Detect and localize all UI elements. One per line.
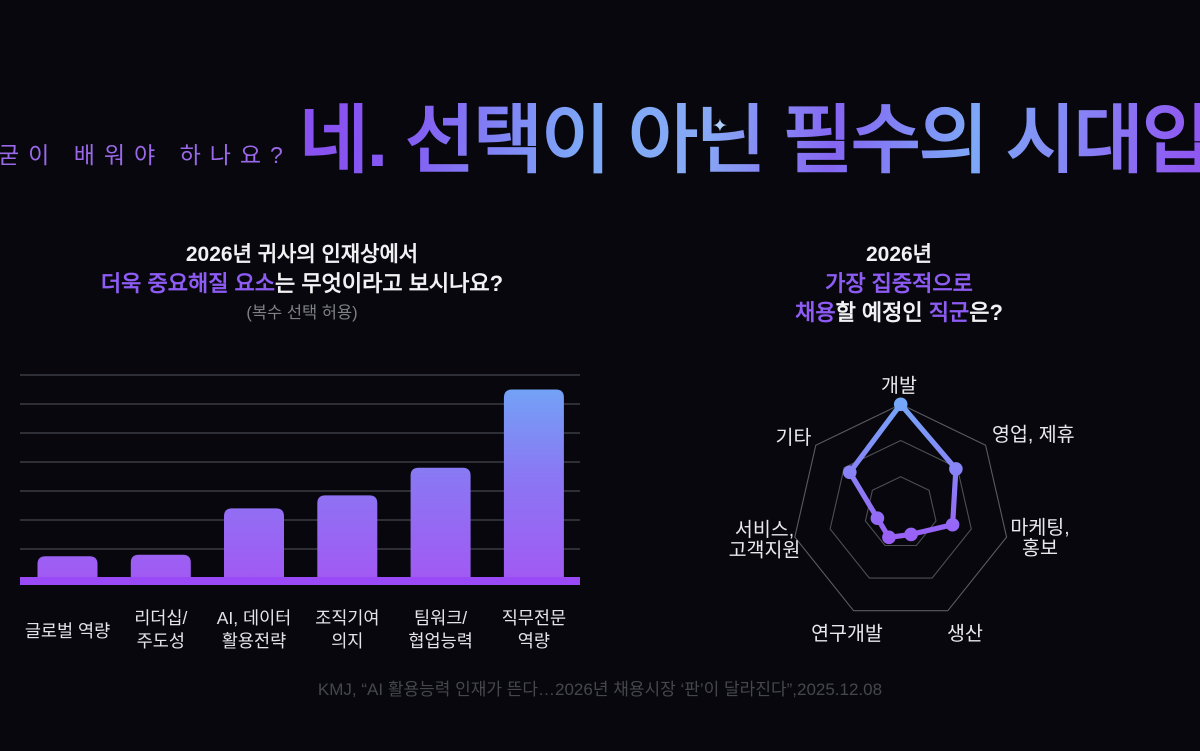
radar-title-line2: 가장 집중적으로 <box>825 271 973 296</box>
bar <box>130 554 191 578</box>
radar-point <box>870 511 885 526</box>
bar-label: 직무전문 <box>502 608 566 628</box>
bar-label: 조직기여 <box>315 608 379 628</box>
radar-axis-label: 서비스, <box>735 519 794 541</box>
bar-label: 의지 <box>331 631 363 651</box>
radar-axis-label: 영업, 제휴 <box>992 424 1075 446</box>
bar-title-line1: 2026년 귀사의 인재상에서 <box>185 243 419 266</box>
bar-label: 역량 <box>518 631 550 651</box>
radar-point <box>842 465 857 480</box>
bar-label: 글로벌 역량 <box>25 621 110 641</box>
bar <box>224 508 284 578</box>
radar-polygon <box>847 401 959 540</box>
radar-title-mid: 할 예정인 <box>835 300 929 325</box>
bar-label: 팀워크/ <box>414 608 467 628</box>
radar-axis-label: 마케팅, <box>1010 517 1069 539</box>
radar-axis-label: 기타 <box>776 427 812 449</box>
radar-point <box>882 530 896 545</box>
radar-axis-label: 연구개발 <box>811 623 883 645</box>
radar-point <box>904 527 918 542</box>
bar-title-accent: 더욱 중요해질 요소 <box>100 271 276 296</box>
radar-axis-label: 고객지원 <box>729 540 801 562</box>
radar-point <box>945 517 960 532</box>
radar-ring <box>864 476 937 547</box>
radar-section-title: 2026년 가장 집중적으로 채용할 예정인 직군은? <box>739 241 1059 327</box>
radar-axis-label: 홍보 <box>1022 538 1058 560</box>
bar <box>503 389 564 578</box>
bar-label: 주도성 <box>137 631 185 651</box>
bar-label: 리더십/ <box>134 608 187 628</box>
sparkle-icon: ✦ <box>712 116 728 137</box>
kicker-text: 굳이 배워야 하나요? <box>0 142 292 168</box>
radar-point <box>949 462 963 476</box>
bar <box>410 467 471 578</box>
radar-title-accent-2: 직군 <box>928 300 970 325</box>
bar-label: 협업능력 <box>408 631 472 651</box>
radar-title-end: 은? <box>969 300 1003 325</box>
baseline <box>20 577 580 585</box>
main-headline: 네. 선택이 아닌 필수의 시대입니다! <box>299 103 1200 179</box>
radar-axis-label: 생산 <box>947 623 983 645</box>
radar-title-line1: 2026년 <box>865 243 933 266</box>
radar-ring <box>794 403 1008 612</box>
radar-point <box>893 397 908 412</box>
bar-label: AI, 데이터 <box>217 608 292 628</box>
bar-title-line2: 더욱 중요해질 요소는 무엇이라고 보시나요? <box>22 269 582 298</box>
bar-subtitle: (복수 선택 허용) <box>246 304 358 322</box>
radar-title-accent-1: 채용 <box>795 300 836 325</box>
bar <box>37 556 98 578</box>
radar-axis-label: 개발 <box>881 375 917 397</box>
radar-title-line3: 채용할 예정인 직군은? <box>739 298 1059 327</box>
bar-label: 활용전략 <box>222 631 286 651</box>
bar <box>317 495 378 578</box>
radar-ring <box>829 439 972 579</box>
bar-section-title: 2026년 귀사의 인재상에서 더욱 중요해질 요소는 무엇이라고 보시나요? … <box>22 241 582 325</box>
footer-citation: KMJ, “AI 활용능력 인재가 뜬다…2026년 채용시장 ‘판’이 달라진… <box>317 680 883 699</box>
bar-title-line2-rest: 는 무엇이라고 보시나요? <box>275 271 504 296</box>
